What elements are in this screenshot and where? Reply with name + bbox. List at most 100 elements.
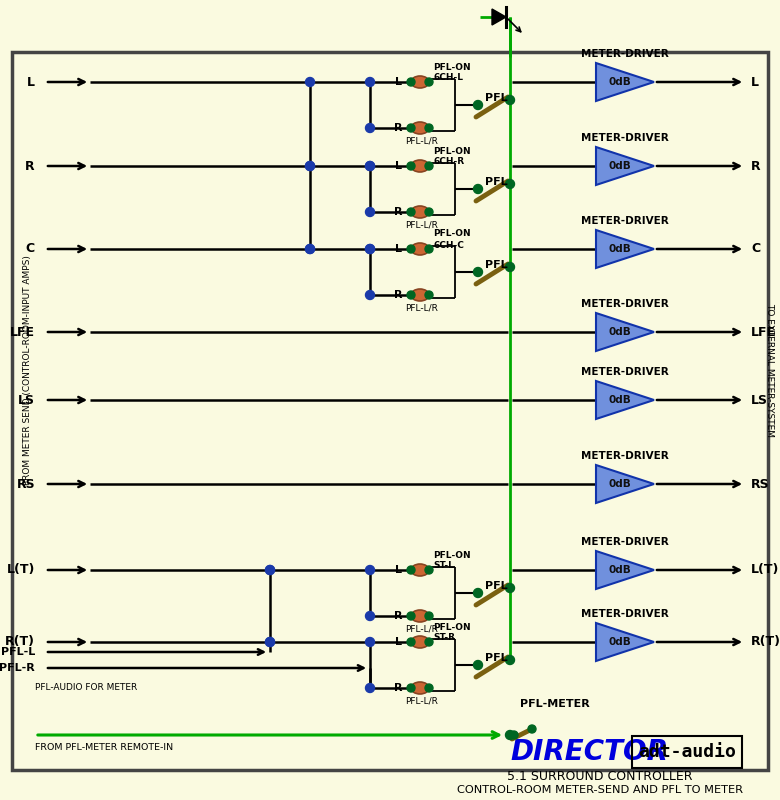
Circle shape bbox=[306, 162, 314, 170]
Circle shape bbox=[505, 95, 515, 105]
Circle shape bbox=[366, 207, 374, 217]
Circle shape bbox=[407, 78, 415, 86]
Circle shape bbox=[366, 245, 374, 254]
Text: PFL-L/R: PFL-L/R bbox=[406, 221, 438, 230]
Text: PFL-ON: PFL-ON bbox=[433, 550, 470, 559]
Circle shape bbox=[265, 638, 275, 646]
Text: L: L bbox=[395, 244, 402, 254]
Text: PFL-L/R: PFL-L/R bbox=[406, 625, 438, 634]
FancyBboxPatch shape bbox=[12, 52, 768, 770]
Circle shape bbox=[306, 245, 314, 254]
Text: R: R bbox=[394, 123, 402, 133]
Circle shape bbox=[366, 162, 374, 170]
Text: 0dB: 0dB bbox=[608, 395, 631, 405]
Circle shape bbox=[473, 589, 483, 598]
Circle shape bbox=[265, 638, 275, 646]
Ellipse shape bbox=[411, 206, 429, 218]
Circle shape bbox=[425, 78, 433, 86]
Circle shape bbox=[366, 566, 374, 574]
Text: PFL-ON: PFL-ON bbox=[433, 62, 470, 71]
Circle shape bbox=[505, 262, 515, 271]
Text: DIRECTOR: DIRECTOR bbox=[510, 738, 668, 766]
Ellipse shape bbox=[411, 76, 429, 88]
Circle shape bbox=[366, 162, 374, 170]
Text: L: L bbox=[751, 75, 759, 89]
Text: PFL: PFL bbox=[485, 581, 508, 591]
Circle shape bbox=[407, 162, 415, 170]
Circle shape bbox=[425, 684, 433, 692]
Circle shape bbox=[425, 566, 433, 574]
Ellipse shape bbox=[411, 564, 429, 576]
Text: L: L bbox=[395, 565, 402, 575]
Circle shape bbox=[473, 185, 483, 194]
Ellipse shape bbox=[411, 122, 429, 134]
Circle shape bbox=[510, 731, 518, 739]
Text: PFL-ON: PFL-ON bbox=[433, 622, 470, 631]
Text: RS: RS bbox=[16, 478, 35, 490]
Text: L(T): L(T) bbox=[6, 563, 35, 577]
Polygon shape bbox=[596, 381, 654, 419]
Text: C: C bbox=[751, 242, 760, 255]
Circle shape bbox=[366, 290, 374, 299]
Text: L: L bbox=[395, 637, 402, 647]
Circle shape bbox=[265, 566, 275, 574]
Text: LFE: LFE bbox=[10, 326, 35, 338]
Text: ST-L: ST-L bbox=[433, 562, 454, 570]
Polygon shape bbox=[596, 313, 654, 351]
Text: PFL: PFL bbox=[485, 260, 508, 270]
Circle shape bbox=[505, 655, 515, 665]
Text: R: R bbox=[26, 159, 35, 173]
Text: PFL-ON: PFL-ON bbox=[433, 146, 470, 155]
Text: FROM PFL-METER REMOTE-IN: FROM PFL-METER REMOTE-IN bbox=[35, 742, 173, 751]
Text: 5.1 SURROUND CONTROLLER: 5.1 SURROUND CONTROLLER bbox=[507, 770, 693, 782]
Circle shape bbox=[505, 730, 515, 739]
Text: PFL: PFL bbox=[485, 653, 508, 663]
Circle shape bbox=[425, 162, 433, 170]
Text: L(T): L(T) bbox=[751, 563, 779, 577]
Circle shape bbox=[505, 179, 515, 189]
Polygon shape bbox=[596, 230, 654, 268]
Text: 6CH-R: 6CH-R bbox=[433, 158, 464, 166]
Circle shape bbox=[366, 683, 374, 693]
Text: PFL-AUDIO FOR METER: PFL-AUDIO FOR METER bbox=[35, 682, 137, 691]
Text: METER-DRIVER: METER-DRIVER bbox=[581, 49, 669, 59]
Circle shape bbox=[505, 583, 515, 593]
Circle shape bbox=[407, 245, 415, 253]
Text: CONTROL-ROOM METER-SEND AND PFL TO METER: CONTROL-ROOM METER-SEND AND PFL TO METER bbox=[457, 785, 743, 795]
Polygon shape bbox=[596, 623, 654, 661]
Text: 6CH-C: 6CH-C bbox=[433, 241, 464, 250]
Text: L: L bbox=[395, 77, 402, 87]
Circle shape bbox=[425, 245, 433, 253]
Text: LS: LS bbox=[18, 394, 35, 406]
Text: METER-DRIVER: METER-DRIVER bbox=[581, 537, 669, 547]
Text: 0dB: 0dB bbox=[608, 479, 631, 489]
Circle shape bbox=[306, 245, 314, 254]
Text: 0dB: 0dB bbox=[608, 77, 631, 87]
Polygon shape bbox=[596, 147, 654, 185]
Ellipse shape bbox=[411, 610, 429, 622]
Circle shape bbox=[407, 684, 415, 692]
Circle shape bbox=[407, 638, 415, 646]
Text: 0dB: 0dB bbox=[608, 565, 631, 575]
Text: R(T): R(T) bbox=[751, 635, 780, 649]
Text: R: R bbox=[394, 207, 402, 217]
Text: 0dB: 0dB bbox=[608, 161, 631, 171]
Ellipse shape bbox=[411, 289, 429, 301]
Text: R: R bbox=[394, 290, 402, 300]
Text: PFL-L/R: PFL-L/R bbox=[406, 137, 438, 146]
Text: adt-audio: adt-audio bbox=[638, 743, 736, 761]
Text: 0dB: 0dB bbox=[608, 244, 631, 254]
Text: PFL-L: PFL-L bbox=[1, 647, 35, 657]
Text: L: L bbox=[27, 75, 35, 89]
Text: R(T): R(T) bbox=[5, 635, 35, 649]
Text: R: R bbox=[394, 683, 402, 693]
Text: PFL-L/R: PFL-L/R bbox=[406, 303, 438, 313]
Ellipse shape bbox=[411, 243, 429, 255]
Text: 0dB: 0dB bbox=[608, 327, 631, 337]
Polygon shape bbox=[596, 465, 654, 503]
Circle shape bbox=[306, 162, 314, 170]
Text: FROM METER SEND (CONTROL-ROOM-INPUT AMPS): FROM METER SEND (CONTROL-ROOM-INPUT AMPS… bbox=[23, 255, 33, 485]
Text: PFL-ON: PFL-ON bbox=[433, 230, 470, 238]
Polygon shape bbox=[596, 63, 654, 101]
Text: ST-R: ST-R bbox=[433, 634, 455, 642]
